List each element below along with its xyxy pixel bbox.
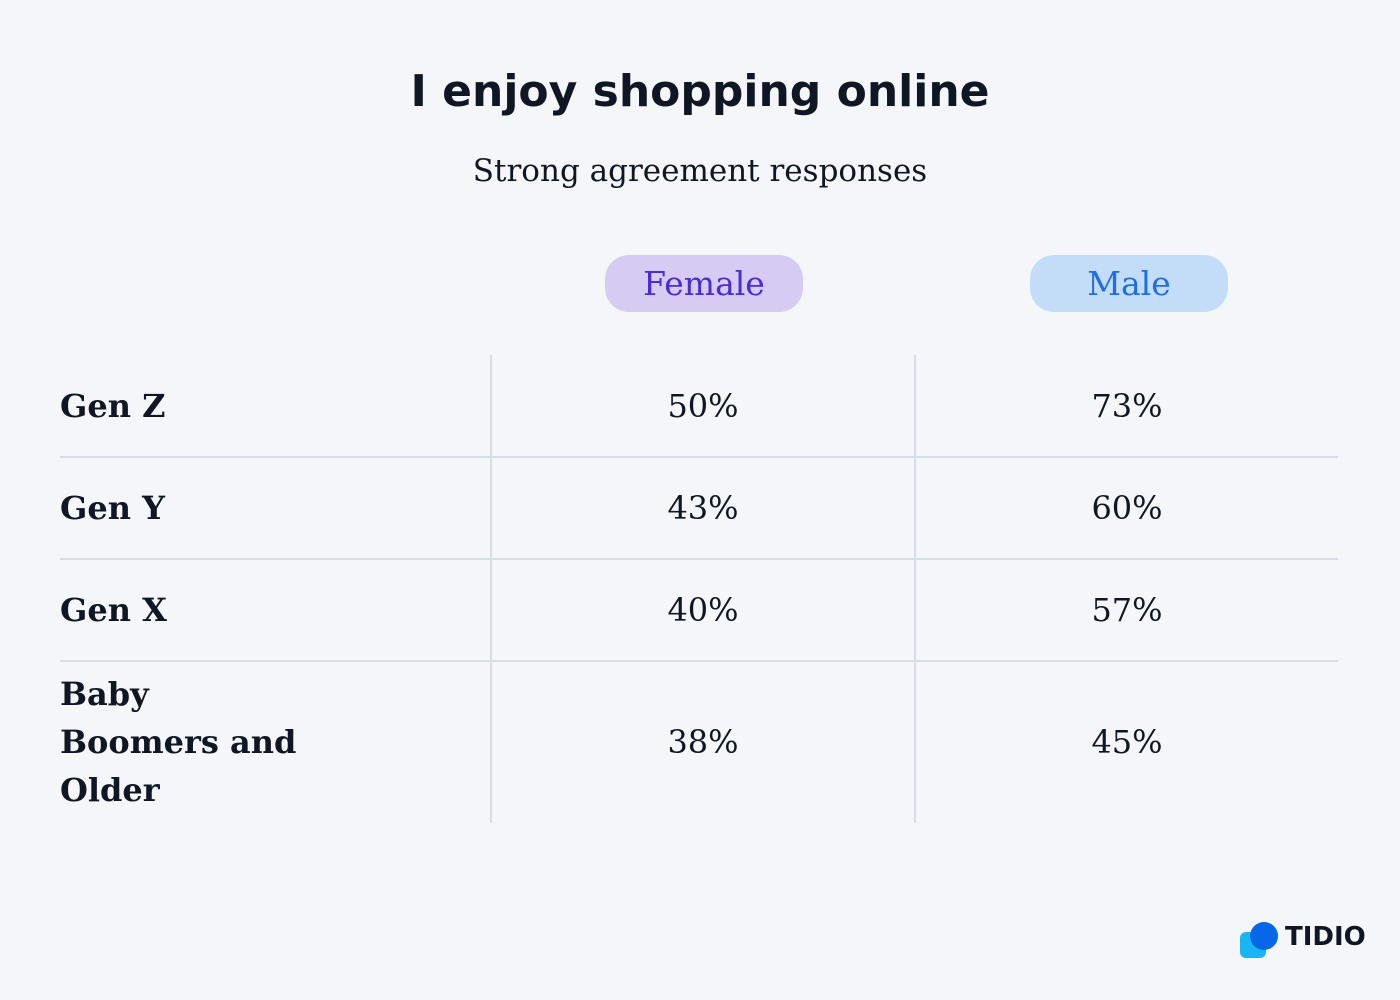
cell-value: 57%: [1091, 591, 1163, 629]
row-divider: [60, 660, 1338, 662]
cell-value: 50%: [667, 387, 739, 425]
logo-icon: [1240, 922, 1278, 958]
logo: TIDIO: [1285, 922, 1366, 952]
row-divider: [60, 456, 1338, 458]
row-divider: [60, 558, 1338, 560]
cell-value: 45%: [1091, 723, 1163, 761]
column-divider: [914, 355, 916, 823]
row-label: Gen X: [60, 591, 167, 629]
row-label: Gen Z: [60, 387, 166, 425]
cell-value: 43%: [667, 489, 739, 527]
cell-value: 40%: [667, 591, 739, 629]
row-label: Baby Boomers and Older: [60, 675, 297, 809]
cell-value: 38%: [667, 723, 739, 761]
cell-value: 73%: [1091, 387, 1163, 425]
subtitle: Strong agreement responses: [472, 153, 928, 189]
column-divider: [490, 355, 492, 823]
cell-value: 60%: [1091, 489, 1163, 527]
row-label: Gen Y: [60, 489, 165, 527]
column-header: Male: [1030, 255, 1228, 312]
title: I enjoy shopping online: [410, 66, 990, 117]
column-header: Female: [605, 255, 803, 312]
